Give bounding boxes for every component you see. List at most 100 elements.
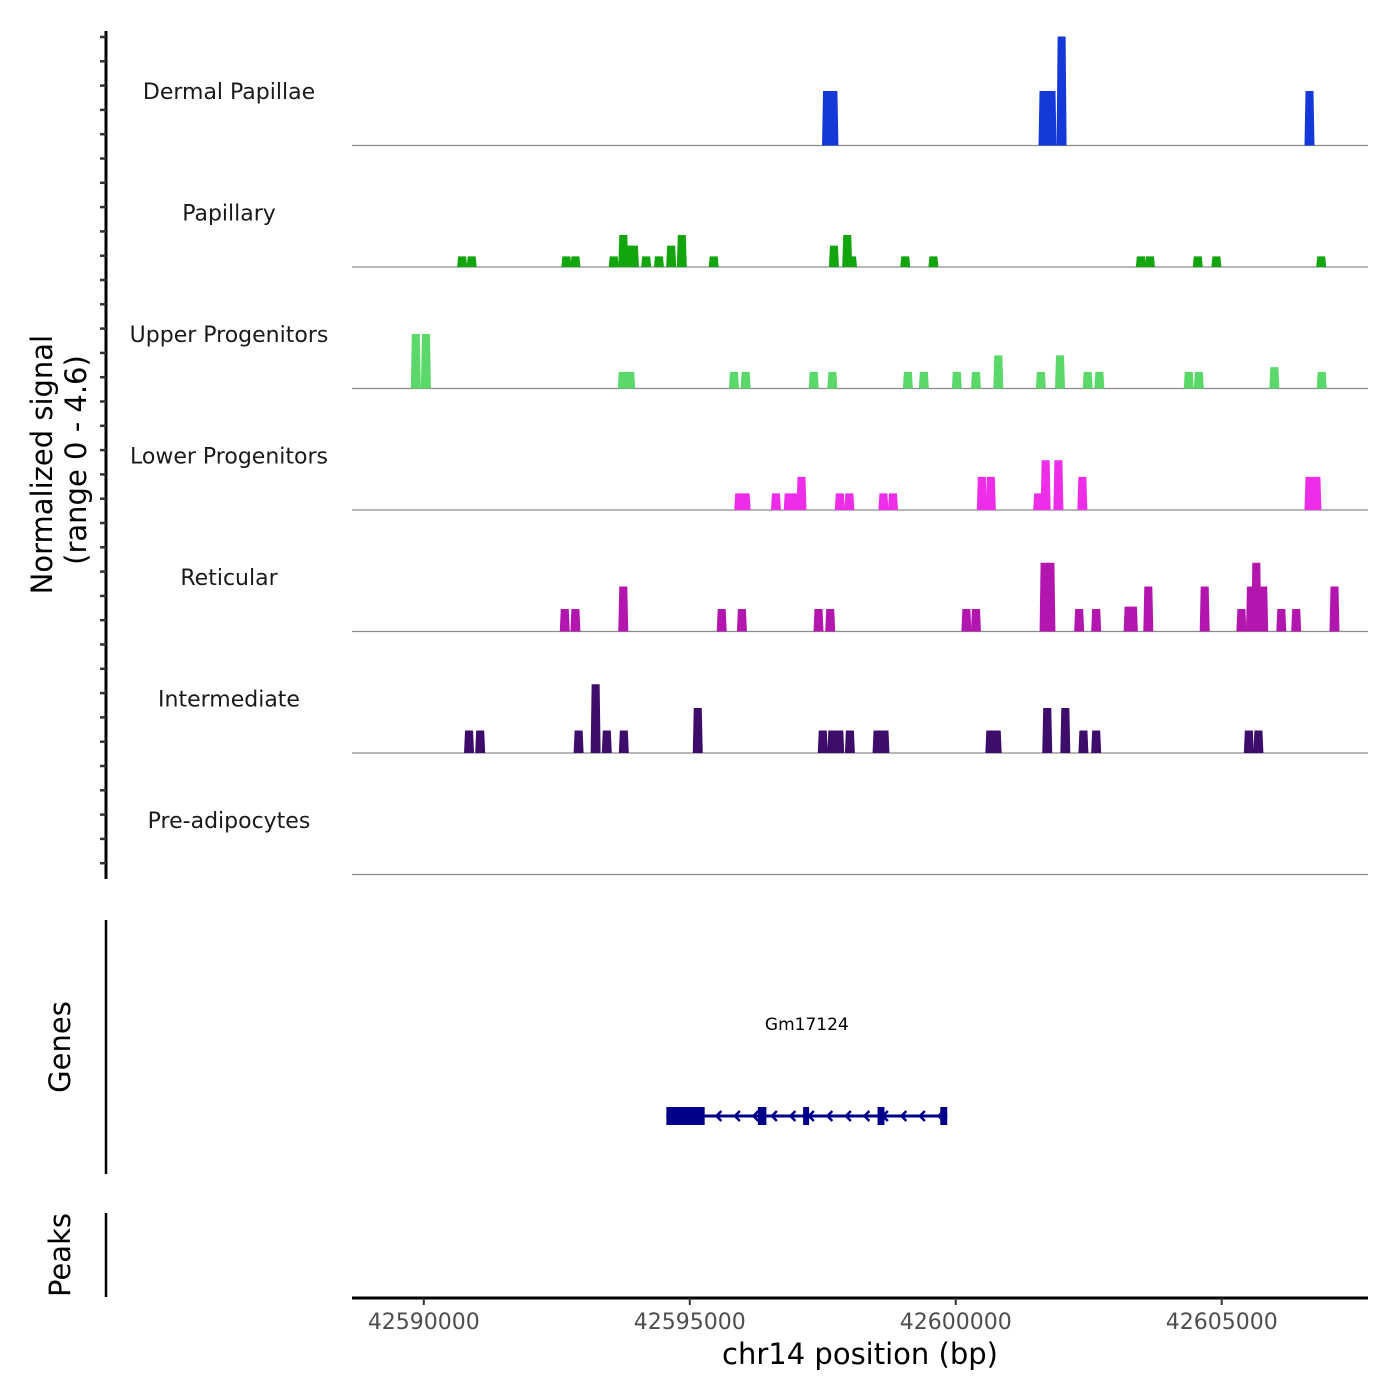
- signal-peak: [716, 608, 727, 632]
- signal-peak: [828, 245, 839, 267]
- signal-peak: [817, 730, 828, 753]
- track-dermal-papillae: Dermal Papillae: [143, 36, 1368, 147]
- strand-arrow-icon: [788, 1110, 797, 1122]
- signal-peak: [1316, 256, 1327, 267]
- signal-peak: [844, 730, 855, 753]
- signal-peak: [847, 256, 858, 267]
- x-axis-title: chr14 position (bp): [722, 1337, 998, 1371]
- signal-peak: [1094, 371, 1105, 389]
- strand-arrow-icon: [733, 1110, 741, 1122]
- signal-peak: [1074, 608, 1085, 632]
- signal-peak: [1304, 91, 1315, 146]
- strand-arrow-icon: [936, 1110, 945, 1122]
- signal-peak: [1291, 608, 1302, 632]
- signal-peak: [1329, 586, 1340, 632]
- signal-peak: [641, 256, 652, 267]
- signal-y-axis-title-line2: (range 0 - 4.6): [59, 355, 93, 565]
- signal-peak: [783, 493, 794, 510]
- track-intermediate: Intermediate: [158, 684, 1368, 754]
- signal-peak: [1091, 608, 1102, 632]
- signal-peak: [708, 256, 719, 267]
- x-tick-label: 42600000: [900, 1310, 1012, 1335]
- signal-peak: [827, 371, 838, 389]
- gene-exon: [940, 1107, 948, 1125]
- signal-peak: [1060, 707, 1071, 753]
- signal-peak: [951, 371, 962, 389]
- signal-tracks: Dermal Papillae Papillary Upper Progenitor…: [130, 36, 1368, 876]
- signal-peak: [1053, 460, 1064, 510]
- signal-peak: [1135, 256, 1146, 267]
- signal-peak: [653, 256, 664, 267]
- signal-y-axis-ticks: [100, 35, 106, 865]
- signal-peak: [918, 371, 929, 389]
- track-label: Lower Progenitors: [130, 445, 328, 470]
- signal-peak: [1269, 367, 1280, 389]
- track-label: Reticular: [180, 566, 278, 591]
- signal-peak: [728, 371, 739, 389]
- track-label: Upper Progenitors: [130, 323, 329, 348]
- signal-peak: [1192, 256, 1203, 267]
- signal-peak: [813, 608, 824, 632]
- signal-peak: [1144, 256, 1155, 267]
- signal-peak: [570, 608, 581, 632]
- gene-exon: [803, 1107, 810, 1125]
- signal-peak: [590, 684, 601, 753]
- signal-peak: [1199, 586, 1210, 632]
- signal-peak: [736, 608, 747, 632]
- signal-peak: [410, 334, 421, 389]
- signal-peak: [466, 256, 477, 267]
- signal-peak: [878, 493, 889, 510]
- signal-peak: [1127, 606, 1138, 632]
- signal-peak: [902, 371, 913, 389]
- signal-peak: [1091, 730, 1102, 753]
- signal-peak: [991, 730, 1002, 753]
- signal-peak: [561, 256, 572, 267]
- signal-peak: [618, 730, 629, 753]
- signal-peak: [796, 476, 807, 510]
- strand-arrow-icon: [770, 1110, 778, 1122]
- track-reticular: Reticular: [180, 562, 1368, 633]
- signal-peak: [1253, 730, 1264, 753]
- signal-y-axis-title: Normalized signal (range 0 - 4.6): [25, 326, 93, 595]
- track-label: Papillary: [182, 202, 276, 227]
- signal-peak: [1078, 730, 1089, 753]
- strand-arrow-icon: [899, 1110, 908, 1122]
- signal-peak: [1040, 460, 1051, 510]
- signal-peak: [464, 730, 475, 753]
- signal-y-axis-title-line1: Normalized signal: [25, 335, 59, 594]
- signal-peak: [828, 91, 839, 146]
- strand-arrow-icon: [825, 1110, 834, 1122]
- signal-peak: [573, 730, 584, 753]
- signal-peak: [770, 493, 781, 510]
- signal-peak: [1033, 493, 1044, 510]
- signal-peak: [666, 245, 677, 267]
- signal-peak: [1045, 562, 1056, 632]
- strand-arrow-icon: [862, 1110, 871, 1122]
- signal-peak: [879, 730, 890, 753]
- signal-peak: [1077, 476, 1088, 510]
- signal-peak: [1035, 371, 1046, 389]
- strand-arrow-icon: [807, 1110, 815, 1122]
- signal-peak: [1143, 586, 1154, 632]
- x-tick-label: 42590000: [368, 1310, 480, 1335]
- signal-peak: [692, 707, 703, 753]
- signal-peak: [834, 730, 845, 753]
- signal-peak: [976, 476, 987, 510]
- signal-peak: [617, 371, 628, 389]
- strand-arrow-icon: [714, 1110, 723, 1122]
- signal-peak: [559, 608, 570, 632]
- gene-exon: [877, 1107, 885, 1125]
- signal-peak: [844, 493, 855, 510]
- signal-peak: [420, 334, 431, 389]
- signal-peak: [993, 355, 1004, 389]
- signal-peak: [475, 730, 486, 753]
- strand-arrow-icon: [918, 1110, 926, 1122]
- x-axis-ticks: 42590000 42595000 42600000 42605000: [368, 1298, 1278, 1335]
- peaks-track-title: Peaks: [43, 1213, 77, 1297]
- track-label: Dermal Papillae: [143, 80, 315, 105]
- genes-track: Gm17124: [666, 1015, 948, 1125]
- gene-gm17124[interactable]: Gm17124: [666, 1015, 948, 1125]
- signal-peak: [601, 730, 612, 753]
- signal-peak: [1183, 371, 1194, 389]
